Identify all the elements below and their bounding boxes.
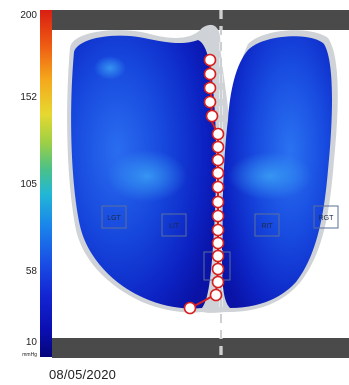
recording-date: 08/05/2020 [49,367,117,382]
path-point [211,249,225,263]
path-point [211,153,225,167]
path-point [211,180,225,194]
path-point [211,166,225,180]
right-hotspot [228,152,312,200]
region-box-rit [254,213,280,237]
top-sensor-band [52,10,349,30]
scale-tick-152: 152 [20,92,37,103]
path-point [203,81,217,95]
pressure-heatmap: LGT LIT RIT RGT [67,10,339,358]
scale-tick-58: 58 [25,266,37,277]
path-point [203,67,217,81]
scale-tick-105: 105 [20,179,37,190]
region-label-lgt: LGT [107,215,121,222]
path-point [183,301,197,315]
region-label-rgt: RGT [319,215,335,222]
region-label-rit: RIT [261,223,273,230]
scale-tick-min: 10 [25,337,37,348]
path-point [211,275,225,289]
path-point [211,262,225,276]
path-point [211,236,225,250]
path-point [203,95,217,109]
left-upper-hotspot [94,56,126,80]
region-label-lit: LIT [169,223,180,230]
path-point [211,209,225,223]
pressure-color-scale [40,10,52,357]
pressure-plot: LGT LIT RIT RGT [52,10,349,358]
bottom-sensor-band [52,338,349,358]
left-hotspot [107,150,187,202]
path-point [203,53,217,67]
scale-unit-label: mmHg [22,352,37,358]
path-point [209,288,223,302]
path-point [211,195,225,209]
path-point [211,140,225,154]
path-point [211,223,225,237]
pressure-path-points [183,53,225,315]
path-point [205,109,219,123]
scale-tick-max: 200 [20,10,37,21]
region-box-rgt [313,205,339,229]
path-point [211,127,225,141]
region-box-lgt [101,205,127,229]
region-box-lit [161,213,187,237]
